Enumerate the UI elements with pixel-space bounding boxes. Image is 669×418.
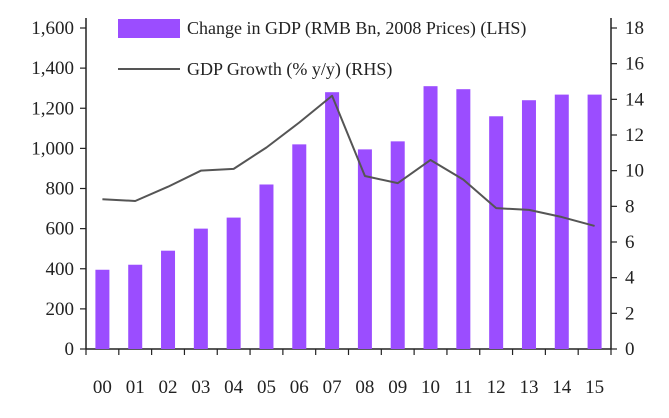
gdp-change-bar bbox=[390, 141, 405, 349]
left-tick-label: 1,200 bbox=[31, 98, 74, 119]
left-tick-label: 200 bbox=[46, 299, 75, 320]
x-tick-label: 11 bbox=[454, 377, 472, 398]
left-tick-label: 1,400 bbox=[31, 58, 74, 79]
left-tick-label: 1,000 bbox=[31, 138, 74, 159]
gdp-change-bar bbox=[423, 86, 438, 350]
right-tick-label: 18 bbox=[625, 18, 644, 39]
gdp-change-bar bbox=[161, 250, 176, 349]
gdp-change-bar bbox=[128, 264, 143, 349]
x-tick-label: 04 bbox=[224, 377, 244, 398]
legend-line-label: GDP Growth (% y/y) (RHS) bbox=[187, 59, 392, 80]
legend-bar-swatch bbox=[118, 19, 180, 38]
legend-bar-label: Change in GDP (RMB Bn, 2008 Prices) (LHS… bbox=[187, 18, 526, 39]
gdp-change-bar bbox=[95, 269, 110, 349]
right-tick-label: 4 bbox=[625, 268, 635, 289]
gdp-change-bar bbox=[226, 217, 241, 349]
bars-layer bbox=[95, 86, 602, 350]
gdp-change-bar bbox=[587, 94, 602, 349]
x-tick-label: 05 bbox=[257, 377, 276, 398]
gdp-change-bar bbox=[357, 149, 372, 349]
right-tick-label: 16 bbox=[625, 54, 644, 75]
x-tick-label: 03 bbox=[191, 377, 210, 398]
gdp-change-bar bbox=[259, 184, 274, 349]
right-tick-label: 12 bbox=[625, 125, 644, 146]
left-tick-label: 0 bbox=[65, 339, 75, 360]
gdp-growth-line bbox=[102, 94, 595, 227]
left-tick-label: 400 bbox=[46, 259, 75, 280]
x-tick-label: 08 bbox=[355, 377, 374, 398]
left-tick-label: 1,600 bbox=[31, 18, 74, 39]
right-tick-label: 14 bbox=[625, 89, 645, 110]
x-tick-label: 12 bbox=[487, 377, 506, 398]
right-tick-label: 10 bbox=[625, 161, 644, 182]
line-layer bbox=[102, 94, 595, 227]
left-tick-label: 600 bbox=[46, 219, 75, 240]
x-tick-label: 00 bbox=[93, 377, 112, 398]
gdp-change-bar bbox=[554, 94, 569, 349]
x-tick-label: 01 bbox=[126, 377, 145, 398]
x-tick-label: 15 bbox=[585, 377, 604, 398]
x-tick-label: 14 bbox=[552, 377, 572, 398]
right-tick-label: 2 bbox=[625, 303, 635, 324]
gdp-change-bar bbox=[521, 100, 536, 349]
x-tick-label: 10 bbox=[421, 377, 440, 398]
gdp-change-bar bbox=[292, 144, 307, 349]
x-tick-label: 09 bbox=[388, 377, 407, 398]
gdp-change-bar bbox=[193, 228, 208, 349]
gdp-change-bar bbox=[325, 92, 340, 349]
left-tick-label: 800 bbox=[46, 179, 75, 200]
gdp-change-bar bbox=[489, 116, 504, 350]
right-tick-label: 8 bbox=[625, 196, 635, 217]
x-tick-label: 07 bbox=[323, 377, 342, 398]
right-tick-label: 0 bbox=[625, 339, 635, 360]
legend: Change in GDP (RMB Bn, 2008 Prices) (LHS… bbox=[118, 18, 526, 80]
x-tick-label: 02 bbox=[159, 377, 178, 398]
x-tick-label: 13 bbox=[519, 377, 538, 398]
right-tick-label: 6 bbox=[625, 232, 635, 253]
labels-layer: 02004006008001,0001,2001,4001,6000246810… bbox=[31, 18, 644, 398]
gdp-change-bar bbox=[456, 89, 471, 350]
x-tick-label: 06 bbox=[290, 377, 309, 398]
